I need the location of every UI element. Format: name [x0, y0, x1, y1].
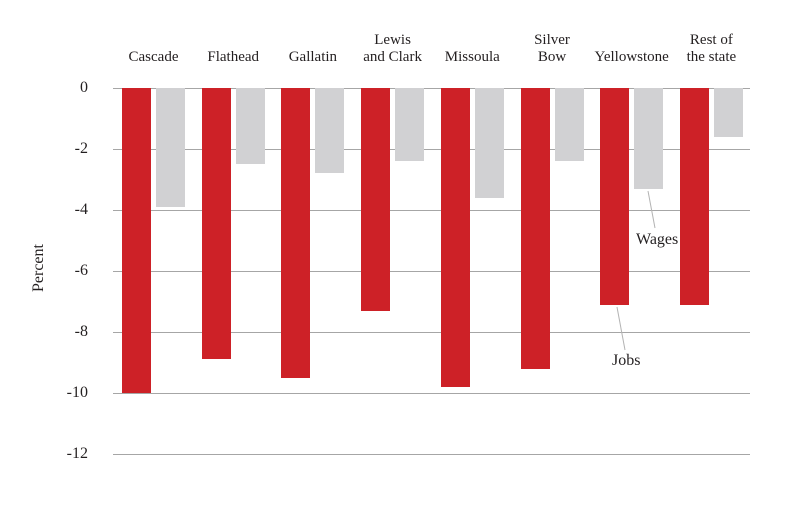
gridline--10 [113, 392, 750, 394]
jobs-leader-line [616, 306, 626, 351]
category-label-yellowstone: Yellowstone [594, 49, 669, 65]
missoula-jobs-bar [440, 88, 470, 387]
gridline--2 [113, 148, 750, 150]
lewis-and-clark-jobs-bar [361, 88, 391, 311]
y-tick-label--10: -10 [66, 384, 88, 401]
y-tick-label--4: -4 [74, 201, 88, 218]
rest-of-the-state-wages-bar [713, 88, 743, 137]
lewis-and-clark-wages-bar [395, 88, 425, 162]
gridline--12 [113, 453, 750, 455]
rest-of-the-state-jobs-bar [679, 88, 709, 305]
yellowstone-wages-bar [634, 88, 664, 189]
gridline--8 [113, 331, 750, 333]
y-tick-label--2: -2 [74, 140, 88, 157]
category-label-gallatin: Gallatin [288, 49, 338, 65]
y-tick-label--8: -8 [74, 323, 88, 340]
gridline--6 [113, 270, 750, 272]
silver-bow-wages-bar [554, 88, 584, 162]
category-label-cascade: Cascade [128, 49, 179, 65]
cascade-wages-bar [156, 88, 185, 207]
category-label-rest-of-the-state: Rest of the state [686, 32, 737, 65]
silver-bow-jobs-bar [520, 88, 550, 369]
yellowstone-jobs-bar [600, 88, 630, 305]
wages-series-label: Wages [636, 231, 679, 248]
flathead-jobs-bar [201, 88, 231, 360]
jobs-series-label: Jobs [612, 352, 641, 369]
category-label-lewis-and-clark: Lewis and Clark [363, 32, 422, 65]
missoula-wages-bar [474, 88, 504, 198]
y-tick-label--12: -12 [66, 445, 88, 462]
gridline--4 [113, 209, 750, 211]
gridline-0 [113, 87, 750, 89]
category-label-flathead: Flathead [207, 49, 260, 65]
y-tick-label-0: 0 [80, 79, 88, 96]
y-tick-label--6: -6 [74, 262, 88, 279]
gallatin-wages-bar [315, 88, 345, 174]
flathead-wages-bar [235, 88, 265, 165]
cascade-jobs-bar [122, 88, 151, 393]
gallatin-jobs-bar [281, 88, 311, 378]
category-label-silver-bow: Silver Bow [534, 32, 570, 65]
category-label-missoula: Missoula [444, 49, 500, 65]
